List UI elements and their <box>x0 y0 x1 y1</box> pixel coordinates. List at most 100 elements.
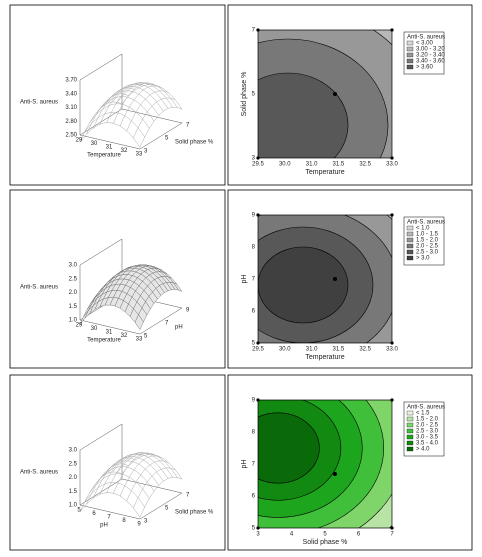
y-tick-label: 3 <box>144 519 148 525</box>
x-axis-label: Temperature <box>305 354 344 361</box>
contour-area <box>258 400 392 528</box>
surface-cell <box>172 282 183 292</box>
panel-frame <box>227 189 473 369</box>
corner-point <box>256 156 260 160</box>
x-tick-label: 33.0 <box>386 347 398 353</box>
legend-label: 2.0 - 2.5 <box>416 423 439 429</box>
x-tick-label: 29.5 <box>252 347 264 353</box>
z-tick-label: 3.70 <box>65 78 77 84</box>
x-tick-label: 31.0 <box>306 162 318 168</box>
surface-line <box>117 82 178 108</box>
z-tick-label: 3.0 <box>69 263 78 269</box>
y-tick-label: 9 <box>186 308 190 314</box>
y-tick-label: 3 <box>144 149 148 155</box>
legend-label: > 3.60 <box>416 65 434 71</box>
legend-label: 1.5 - 2.0 <box>416 417 439 423</box>
x-tick-label: 5 <box>323 532 327 538</box>
y-tick-label: 5 <box>144 334 148 340</box>
legend-title: Anti-S. aureus <box>407 220 445 226</box>
surface-line <box>119 85 163 127</box>
x-tick-label: 30.0 <box>279 162 291 168</box>
legend-swatch <box>406 243 414 249</box>
surface-axis <box>121 478 183 494</box>
z-axis-label: Anti-S. aureus <box>20 470 58 476</box>
y-tick-label: 8 <box>252 430 256 436</box>
y-tick-label: 5 <box>252 341 256 347</box>
legend-swatch <box>406 231 414 237</box>
y-tick-label: 7 <box>165 321 169 327</box>
surface-axis <box>79 423 123 451</box>
x-tick-label: 30 <box>91 326 98 332</box>
y-tick-label: 7 <box>186 123 190 129</box>
surface-line <box>126 90 169 132</box>
y-tick-label: 9 <box>252 213 256 219</box>
plot-frame <box>257 214 393 344</box>
y-axis-label: Solid phase % <box>175 510 214 516</box>
surface-line <box>121 84 183 110</box>
x-axis-label: Temperature <box>87 153 121 159</box>
legend-swatch <box>406 416 414 422</box>
contour-area <box>258 30 392 158</box>
legend-label: 1.0 - 1.5 <box>416 232 439 238</box>
legend-swatch <box>406 446 414 452</box>
contour-band <box>258 246 349 324</box>
z-tick-label: 1.5 <box>69 304 78 310</box>
x-tick-label: 31 <box>106 330 113 336</box>
contour-area <box>258 215 392 343</box>
x-tick-label: 29.5 <box>252 162 264 168</box>
z-tick-label: 1.0 <box>69 318 78 324</box>
x-tick-label: 7 <box>107 515 111 521</box>
surface-line <box>139 476 183 518</box>
surface-axis <box>79 53 123 81</box>
legend-swatch <box>406 58 414 64</box>
corner-point <box>390 213 394 217</box>
legend-label: < 1.0 <box>416 226 430 232</box>
surface-line <box>79 492 141 518</box>
legend-label: > 3.0 <box>416 256 430 262</box>
legend-swatch <box>406 255 414 261</box>
legend-swatch <box>406 46 414 52</box>
y-tick-label: 3 <box>252 156 256 162</box>
legend-swatch <box>406 40 414 46</box>
corner-point <box>256 398 260 402</box>
surface-axis <box>79 238 123 266</box>
surface-line <box>112 452 173 478</box>
y-axis-label: pH <box>241 460 248 469</box>
legend-label: < 3.00 <box>416 41 434 47</box>
surface-line <box>117 452 178 478</box>
panel-frame <box>9 4 226 186</box>
x-tick-label: 31 <box>106 145 113 151</box>
surface-axis <box>79 134 141 150</box>
surface-axis <box>79 504 141 520</box>
panel-frame <box>9 374 226 551</box>
y-tick-label: 6 <box>252 494 256 500</box>
surface-line <box>79 122 141 148</box>
x-tick-label: 3 <box>256 532 260 538</box>
legend-label: < 1.5 <box>416 411 430 417</box>
surface-line <box>89 103 150 129</box>
plot-frame <box>257 399 393 529</box>
panel-frame <box>227 374 473 551</box>
legend-swatch <box>406 440 414 446</box>
legend-swatch <box>406 410 414 416</box>
corner-point <box>390 526 394 530</box>
surface-line <box>79 101 123 143</box>
y-tick-label: 6 <box>252 309 256 315</box>
x-tick-label: 31.5 <box>333 162 345 168</box>
x-axis-label: pH <box>100 523 108 529</box>
x-tick-label: 8 <box>122 518 126 524</box>
surface-axis <box>139 492 183 520</box>
x-tick-label: 5 <box>77 508 81 514</box>
contour-band <box>258 412 320 484</box>
surface-line <box>89 473 150 499</box>
surface-axis <box>139 122 183 150</box>
corner-point <box>390 28 394 32</box>
surface-line <box>133 467 176 509</box>
legend-label: 3.00 - 3.20 <box>416 47 445 53</box>
z-tick-label: 2.5 <box>69 461 78 467</box>
x-axis-label: Solid phase % <box>303 539 348 546</box>
corner-point <box>390 398 394 402</box>
corner-point <box>256 341 260 345</box>
